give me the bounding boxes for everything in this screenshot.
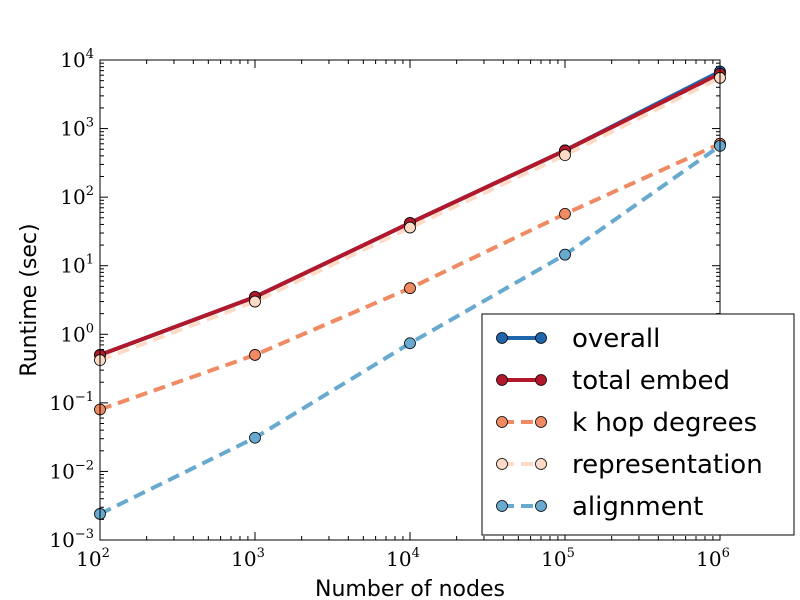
legend-box — [481, 313, 795, 536]
series-line-total-embed — [99, 71, 721, 357]
legend-label-representation: representation — [572, 450, 763, 480]
data-point-k-hop-degrees — [559, 207, 571, 220]
y-tick-label: 100 — [60, 321, 94, 346]
legend-marker-alignment — [496, 500, 508, 512]
x-tick-label: 104 — [386, 546, 420, 571]
legend-label-k-hop-degrees: k hop degrees — [572, 408, 757, 438]
data-point-representation — [404, 221, 416, 234]
series-line-alignment — [99, 144, 722, 516]
legend-marker-representation — [496, 458, 508, 470]
x-tick-label: 106 — [696, 546, 730, 571]
x-tick-label: 105 — [541, 546, 575, 571]
legend-marker-total-embed — [535, 374, 547, 386]
y-tick-label: 101 — [60, 253, 94, 278]
legend-label-total-embed: total embed — [572, 366, 730, 396]
legend: overall total embed k hop degrees represent… — [481, 313, 795, 536]
legend-marker-k-hop-degrees — [535, 416, 547, 428]
y-tick-label: 10−1 — [49, 390, 94, 415]
x-axis-label: Number of nodes — [315, 577, 505, 600]
data-point-alignment — [404, 337, 416, 350]
data-point-representation — [559, 149, 571, 162]
x-tick-label: 102 — [76, 546, 110, 571]
y-tick-label: 104 — [60, 47, 94, 72]
legend-marker-alignment — [535, 500, 547, 512]
data-point-alignment — [249, 431, 261, 444]
x-tick-label: 103 — [231, 546, 265, 571]
legend-marker-k-hop-degrees — [496, 416, 508, 428]
legend-marker-total-embed — [496, 374, 508, 386]
data-point-representation — [249, 295, 261, 308]
legend-marker-representation — [535, 458, 547, 470]
data-point-alignment — [559, 248, 571, 261]
legend-label-overall: overall — [572, 324, 660, 354]
data-point-k-hop-degrees — [249, 349, 261, 361]
y-axis-label: Runtime (sec) — [17, 223, 42, 376]
tick-labels: 102 103 104 105 106 10−3 10−2 10−1 100 101 102 103 1… — [49, 47, 729, 571]
legend-label-alignment: alignment — [572, 492, 703, 522]
legend-marker-overall — [535, 332, 547, 344]
legend-marker-overall — [496, 332, 508, 344]
series-line-overall — [99, 69, 721, 357]
y-tick-label: 103 — [60, 116, 94, 141]
y-tick-label: 10−3 — [49, 527, 94, 552]
y-tick-label: 10−2 — [49, 458, 94, 483]
y-tick-label: 102 — [60, 184, 94, 209]
data-point-k-hop-degrees — [404, 282, 416, 295]
plot-frame — [99, 59, 721, 541]
